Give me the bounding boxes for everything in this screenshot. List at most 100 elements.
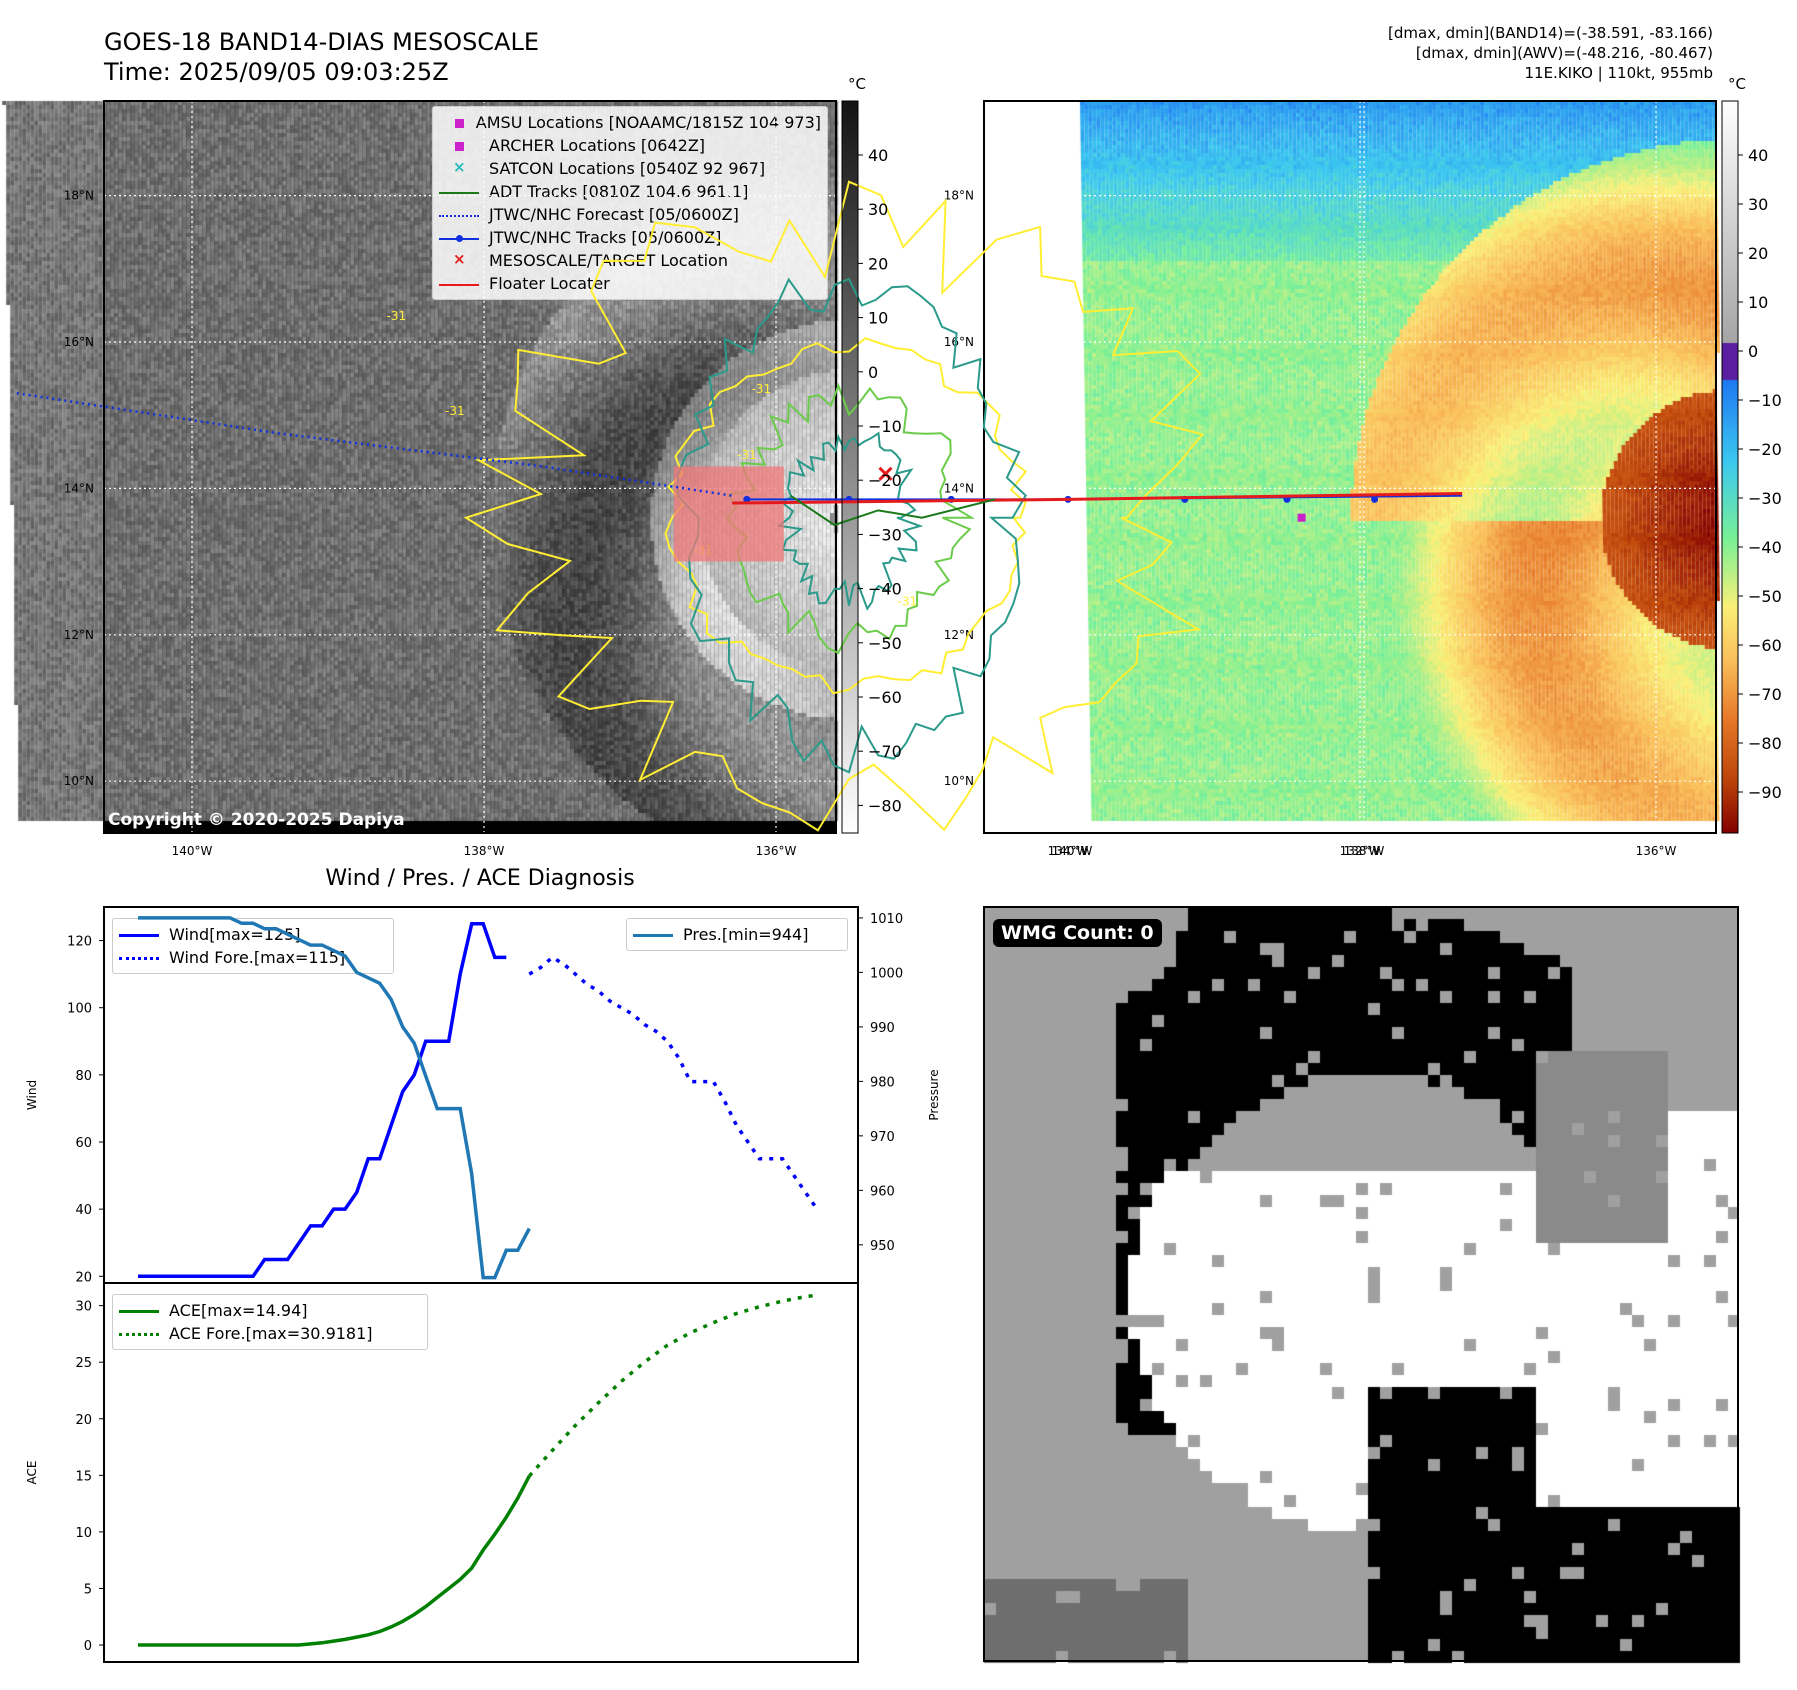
- map-legend-label: AMSU Locations [NOAAMC/1815Z 104 973]: [475, 113, 821, 132]
- ir-colorbar-tick-label: 20: [868, 254, 888, 273]
- map-legend-label: ADT Tracks [0810Z 104.6 961.1]: [489, 182, 749, 201]
- awv-colorbar-tick-label: 30: [1748, 195, 1768, 214]
- pressure-ytick-label: 950: [870, 1239, 895, 1254]
- map-legend-item: Floater Locater: [439, 272, 821, 295]
- legend-item: Pres.[min=944]: [633, 923, 841, 946]
- map-legend-label: ARCHER Locations [0642Z]: [489, 136, 706, 155]
- ir-colorbar-unit: °C: [848, 75, 866, 93]
- wind-legend: Wind[max=125] Wind Fore.[max=115]: [112, 918, 394, 974]
- pressure-ytick-label: 960: [870, 1184, 895, 1199]
- figure-title: GOES-18 BAND14-DIAS MESOSCALE: [104, 28, 540, 56]
- awv-map-lon-label: 138°W: [1344, 844, 1385, 858]
- ace-legend: ACE[max=14.94] ACE Fore.[max=30.9181]: [112, 1294, 428, 1350]
- awv-colorbar-tick-label: −60: [1748, 636, 1782, 655]
- awv-colorbar-tick-label: −10: [1748, 391, 1782, 410]
- legend-label: ACE[max=14.94]: [169, 1301, 308, 1320]
- awv-colorbar-tick-label: 0: [1748, 342, 1758, 361]
- jtwc-track-point: [1371, 495, 1379, 503]
- ace-ytick-label: 10: [75, 1526, 92, 1541]
- map-legend-label: JTWC/NHC Tracks [05/0600Z]: [489, 228, 722, 247]
- ace-axis-label: ACE: [25, 1461, 39, 1485]
- awv-colorbar-tick-label: −20: [1748, 440, 1782, 459]
- awv-colorbar-tick-label: −80: [1748, 734, 1782, 753]
- legend-item: Wind Fore.[max=115]: [119, 946, 387, 969]
- ir-map-lon-label: 138°W: [464, 844, 505, 858]
- awv-map-lat-label: 12°N: [944, 628, 974, 642]
- floater-locater: [732, 492, 1463, 505]
- wind-axis-label: Wind: [25, 1080, 39, 1110]
- ir-colorbar-tick-label: −80: [868, 796, 902, 815]
- magenta-square-icon: [439, 115, 466, 131]
- mesoscale-target-box: [673, 466, 784, 562]
- storm-info: 11E.KIKO | 110kt, 955mb: [1524, 64, 1713, 82]
- wind-ytick-label: 60: [75, 1136, 92, 1151]
- ir-map-lat-label: 16°N: [64, 335, 94, 349]
- awv-colorbar-tick-label: −70: [1748, 685, 1782, 704]
- awv-colorbar-tick-label: 40: [1748, 146, 1768, 165]
- awv-colorbar-frame: [1721, 100, 1739, 834]
- pressure-ytick-label: 1000: [870, 966, 903, 981]
- ir-colorbar-tick-label: 10: [868, 309, 888, 328]
- awv-map-lat-label: 10°N: [944, 774, 974, 788]
- pressure-ytick-label: 990: [870, 1021, 895, 1036]
- copyright-text: Copyright © 2020-2025 Dapiya: [108, 810, 405, 830]
- map-legend-item: AMSU Locations [NOAAMC/1815Z 104 973]: [439, 111, 821, 134]
- map-legend-item: JTWC/NHC Tracks [05/0600Z]: [439, 226, 821, 249]
- diagnosis-title: Wind / Pres. / ACE Diagnosis: [325, 866, 635, 891]
- contour-label: -31: [752, 382, 772, 396]
- awv-colorbar-tick-label: −40: [1748, 538, 1782, 557]
- green-line-icon: [439, 184, 479, 200]
- series-line-wind-forecast: [528, 955, 819, 1211]
- jtwc-track-point: [743, 495, 751, 503]
- awv-map-lat-label: 16°N: [944, 335, 974, 349]
- map-legend-item: ARCHER Locations [0642Z]: [439, 134, 821, 157]
- legend-swatch: [119, 1303, 159, 1319]
- series-line-ace-forecast: [527, 1293, 818, 1478]
- ir-map-lon-label: 140°W: [172, 844, 213, 858]
- ace-ytick-label: 20: [75, 1413, 92, 1428]
- band14-range: [dmax, dmin](BAND14)=(-38.591, -83.166): [1388, 24, 1713, 42]
- legend-item: ACE Fore.[max=30.9181]: [119, 1322, 421, 1345]
- ir-map-lon-label: 134°W: [1048, 844, 1089, 858]
- ir-colorbar-tick-label: −70: [868, 742, 902, 761]
- ace-plot-frame: [103, 1282, 859, 1663]
- pressure-ytick-label: 1010: [870, 912, 903, 927]
- pressure-ytick-label: 970: [870, 1130, 895, 1145]
- ir-map-lon-label: 132°W: [1340, 844, 1381, 858]
- wmg-frame: [983, 906, 1739, 1662]
- awv-colorbar-tick-label: 10: [1748, 293, 1768, 312]
- awv-range: [dmax, dmin](AWV)=(-48.216, -80.467): [1415, 44, 1713, 62]
- ir-map-lon-label: 136°W: [756, 844, 797, 858]
- teal-contour-core: [776, 431, 924, 611]
- awv-map-lat-label: 14°N: [944, 481, 974, 495]
- map-legend-item: ADT Tracks [0810Z 104.6 961.1]: [439, 180, 821, 203]
- wind-ytick-label: 80: [75, 1069, 92, 1084]
- awv-map-frame: [983, 100, 1717, 834]
- wind-ytick-label: 40: [75, 1203, 92, 1218]
- ir-map-lat-label: 10°N: [64, 774, 94, 788]
- ir-colorbar-tick-label: 40: [868, 146, 888, 165]
- map-legend-label: JTWC/NHC Forecast [05/0600Z]: [489, 205, 739, 224]
- legend-swatch: [119, 950, 159, 966]
- awv-colorbar-tick-label: −50: [1748, 587, 1782, 606]
- ace-ytick-label: 0: [84, 1639, 92, 1654]
- ir-map-frame: [103, 100, 837, 834]
- blue-dotted-line-icon: [439, 207, 479, 223]
- map-legend-label: SATCON Locations [0540Z 92 967]: [489, 159, 766, 178]
- awv-colorbar-tick-label: −30: [1748, 489, 1782, 508]
- ir-colorbar-tick-label: 0: [868, 363, 878, 382]
- adt-track: [790, 494, 996, 527]
- contour-label: -31: [737, 448, 757, 462]
- map-legend-item: JTWC/NHC Forecast [05/0600Z]: [439, 203, 821, 226]
- wind-plot-frame: [103, 906, 859, 1284]
- jtwc-forecast-track: [16, 392, 733, 497]
- map-legend: AMSU Locations [NOAAMC/1815Z 104 973] ARC…: [432, 106, 828, 300]
- ace-ytick-label: 30: [75, 1300, 92, 1315]
- legend-label: Wind Fore.[max=115]: [169, 948, 346, 967]
- legend-item: ACE[max=14.94]: [119, 1299, 421, 1322]
- awv-colorbar-tick-label: −90: [1748, 783, 1782, 802]
- awv-colorbar-tick-label: 20: [1748, 244, 1768, 263]
- yellow-contour-outer: [463, 180, 1205, 832]
- map-legend-item: × SATCON Locations [0540Z 92 967]: [439, 157, 821, 180]
